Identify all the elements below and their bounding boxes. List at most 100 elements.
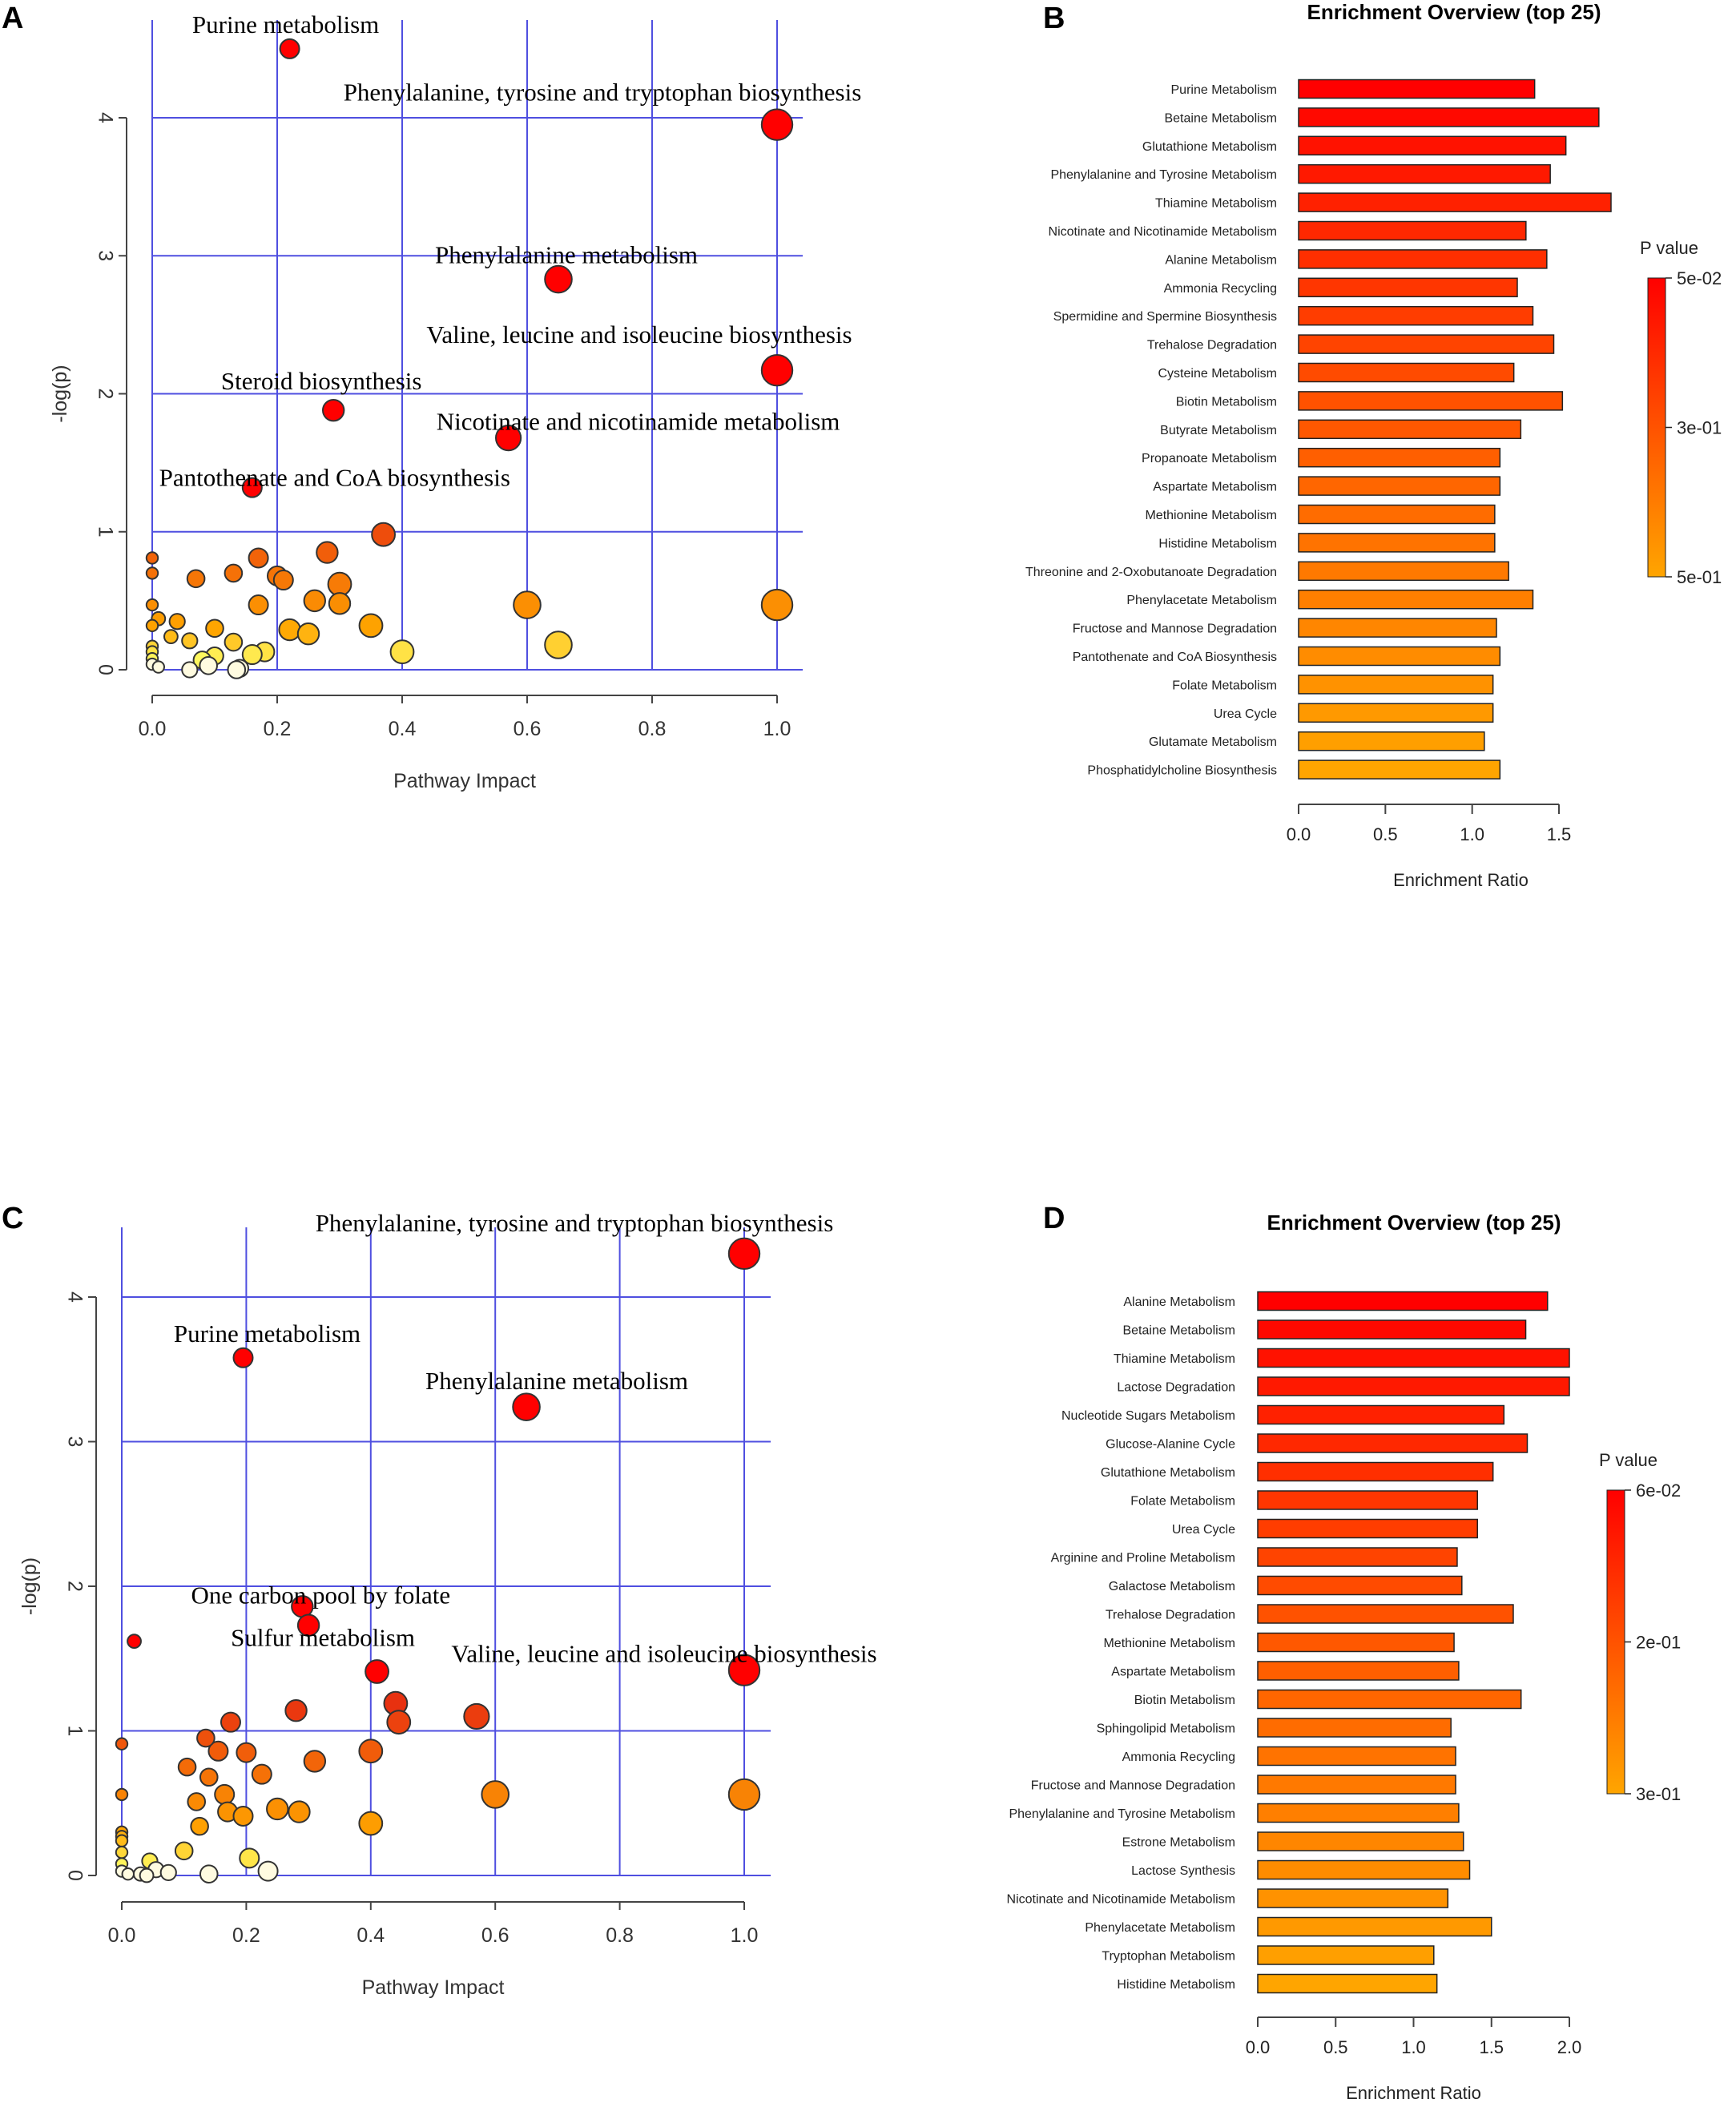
data-point [159,1863,177,1881]
bar [1257,1376,1570,1396]
data-point [248,547,269,569]
bar [1298,759,1501,780]
x-tick-label: 0.0 [1287,824,1311,844]
x-tick-label: 0.0 [139,718,167,740]
data-point [358,613,384,639]
bar-category-label: Thiamine Metabolism [1114,1352,1235,1366]
data-point [386,1710,412,1735]
bar [1298,618,1497,638]
bar [1298,476,1501,496]
bar-category-label: Methionine Metabolism [1145,509,1277,522]
bar [1298,589,1534,610]
x-axis-title: Enrichment Ratio [1346,2083,1481,2103]
data-point [115,1845,129,1859]
bar-category-label: Alanine Metabolism [1123,1295,1235,1309]
data-point [727,1237,761,1271]
bar-category-label: Lactose Degradation [1117,1381,1235,1395]
bar [1257,1575,1463,1596]
bar [1298,192,1612,212]
legend-tick-label: 2e-01 [1636,1633,1681,1653]
data-point [296,1613,320,1637]
point-annotation: One carbon pool by folate [191,1581,450,1609]
bar-category-label: Biotin Metabolism [1176,395,1277,409]
data-point [168,613,186,630]
bar-category-label: Sphingolipid Metabolism [1097,1722,1235,1736]
data-point [296,622,320,646]
bar [1257,1632,1455,1653]
bar-category-label: Urea Cycle [1172,1523,1235,1537]
data-point [257,1860,279,1882]
point-annotation: Phenylalanine metabolism [425,1367,688,1395]
data-point [241,477,263,498]
data-point [760,588,794,622]
data-point [284,1699,308,1722]
legend-tick-label: 3e-01 [1636,1784,1681,1804]
x-tick-label: 0.6 [514,718,542,740]
x-tick-label: 0.6 [481,1924,510,1947]
bar [1298,334,1555,354]
point-annotation: Phenylalanine, tyrosine and tryptophan b… [344,79,862,107]
bar-category-label: Trehalose Degradation [1106,1609,1235,1622]
data-point [358,1811,384,1836]
data-point [322,398,345,422]
point-annotation: Phenylalanine metabolism [435,241,698,269]
bar [1257,1433,1529,1453]
data-point [365,1659,389,1684]
x-tick-label: 1.0 [731,1924,759,1947]
legend-tick-label: 5e-01 [1677,567,1722,587]
data-point [232,1347,254,1368]
legend-tick-label: 5e-02 [1677,268,1722,288]
bar-category-label: Fructose and Mannose Degradation [1073,622,1277,636]
data-point [186,569,206,589]
bar-category-label: Folate Metabolism [1130,1495,1235,1509]
data-point [177,1757,197,1777]
bar [1298,135,1567,156]
bar [1298,561,1509,582]
bar-category-label: Phenylacetate Metabolism [1126,594,1277,607]
bar-category-label: Aspartate Metabolism [1153,481,1277,494]
data-point [248,594,269,616]
data-point [389,639,415,665]
data-point [207,1740,229,1762]
legend-tick-label: 3e-01 [1677,418,1722,438]
data-point [187,1792,207,1811]
bar-category-label: Butyrate Metabolism [1160,424,1277,437]
x-axis-title: Pathway Impact [362,1976,505,1999]
x-axis-title: Pathway Impact [393,770,536,792]
bar [1298,419,1522,440]
data-point [145,566,159,580]
data-point [495,425,522,452]
bar [1298,504,1496,525]
bar-category-label: Alanine Metabolism [1165,253,1277,267]
bar [1298,731,1485,751]
panel-letter: D [1043,1202,1065,1235]
bar-category-label: Aspartate Metabolism [1111,1666,1235,1679]
y-tick-label: 2 [63,1581,86,1592]
data-point [199,1864,219,1883]
data-point [544,630,573,659]
data-point [127,1634,142,1649]
x-tick-label: 1.0 [1401,2037,1426,2057]
bar-category-label: Pantothenate and CoA Biosynthesis [1073,651,1277,664]
point-annotation: Valine, leucine and isoleucine biosynthe… [451,1640,876,1668]
data-point [121,1867,135,1881]
data-point [236,1742,257,1763]
bar [1257,1461,1494,1482]
bar-chart-title: Enrichment Overview (top 25) [1307,0,1601,24]
bar-category-label: Cysteine Metabolism [1158,367,1278,381]
bar-category-label: Phosphatidylcholine Biosynthesis [1087,764,1277,778]
point-annotation: Sulfur metabolism [231,1624,415,1652]
x-tick-label: 2.0 [1557,2037,1582,2057]
point-annotation: Purine metabolism [192,10,379,38]
data-point [151,660,166,674]
y-tick-label: 4 [63,1291,86,1303]
x-tick-label: 1.0 [1460,824,1484,844]
bar-category-label: Arginine and Proline Metabolism [1051,1552,1235,1565]
data-point [224,632,244,652]
point-annotation: Nicotinate and nicotinamide metabolism [437,408,840,436]
bar-category-label: Ammonia Recycling [1164,282,1277,296]
bar [1298,305,1534,326]
point-annotation: Pantothenate and CoA biosynthesis [159,464,510,492]
bar [1257,1404,1505,1425]
